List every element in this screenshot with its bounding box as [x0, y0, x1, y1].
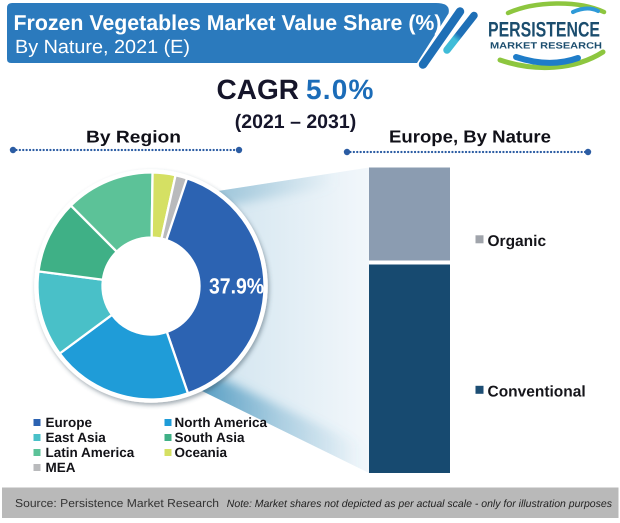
svg-text:Organic: Organic [488, 233, 547, 250]
svg-text:37.9%: 37.9% [209, 274, 264, 299]
svg-text:Source: Persistence Market Res: Source: Persistence Market Research [15, 498, 219, 510]
svg-text:North America: North America [175, 415, 268, 430]
svg-text:Europe, By Nature: Europe, By Nature [389, 127, 551, 147]
svg-text:Frozen Vegetables Market Value: Frozen Vegetables Market Value Share (%) [14, 11, 442, 35]
svg-text:East Asia: East Asia [46, 430, 107, 445]
svg-text:South Asia: South Asia [175, 430, 245, 445]
svg-text:MARKET RESEARCH: MARKET RESEARCH [490, 41, 602, 51]
svg-text:MEA: MEA [46, 460, 76, 475]
svg-text:By Region: By Region [86, 128, 181, 147]
svg-text:Oceania: Oceania [175, 445, 228, 460]
svg-text:Conventional: Conventional [488, 384, 586, 401]
svg-text:CAGR: CAGR [217, 74, 299, 105]
svg-text:By Nature, 2021 (E): By Nature, 2021 (E) [15, 37, 190, 58]
svg-text:(2021 – 2031): (2021 – 2031) [235, 111, 356, 133]
svg-text:Note: Market shares not depict: Note: Market shares not depicted as per … [227, 498, 613, 510]
svg-text:Latin America: Latin America [46, 445, 135, 460]
svg-text:Europe: Europe [46, 415, 93, 430]
svg-text:5.0%: 5.0% [306, 74, 375, 105]
svg-text:PERSISTENCE: PERSISTENCE [488, 18, 600, 41]
